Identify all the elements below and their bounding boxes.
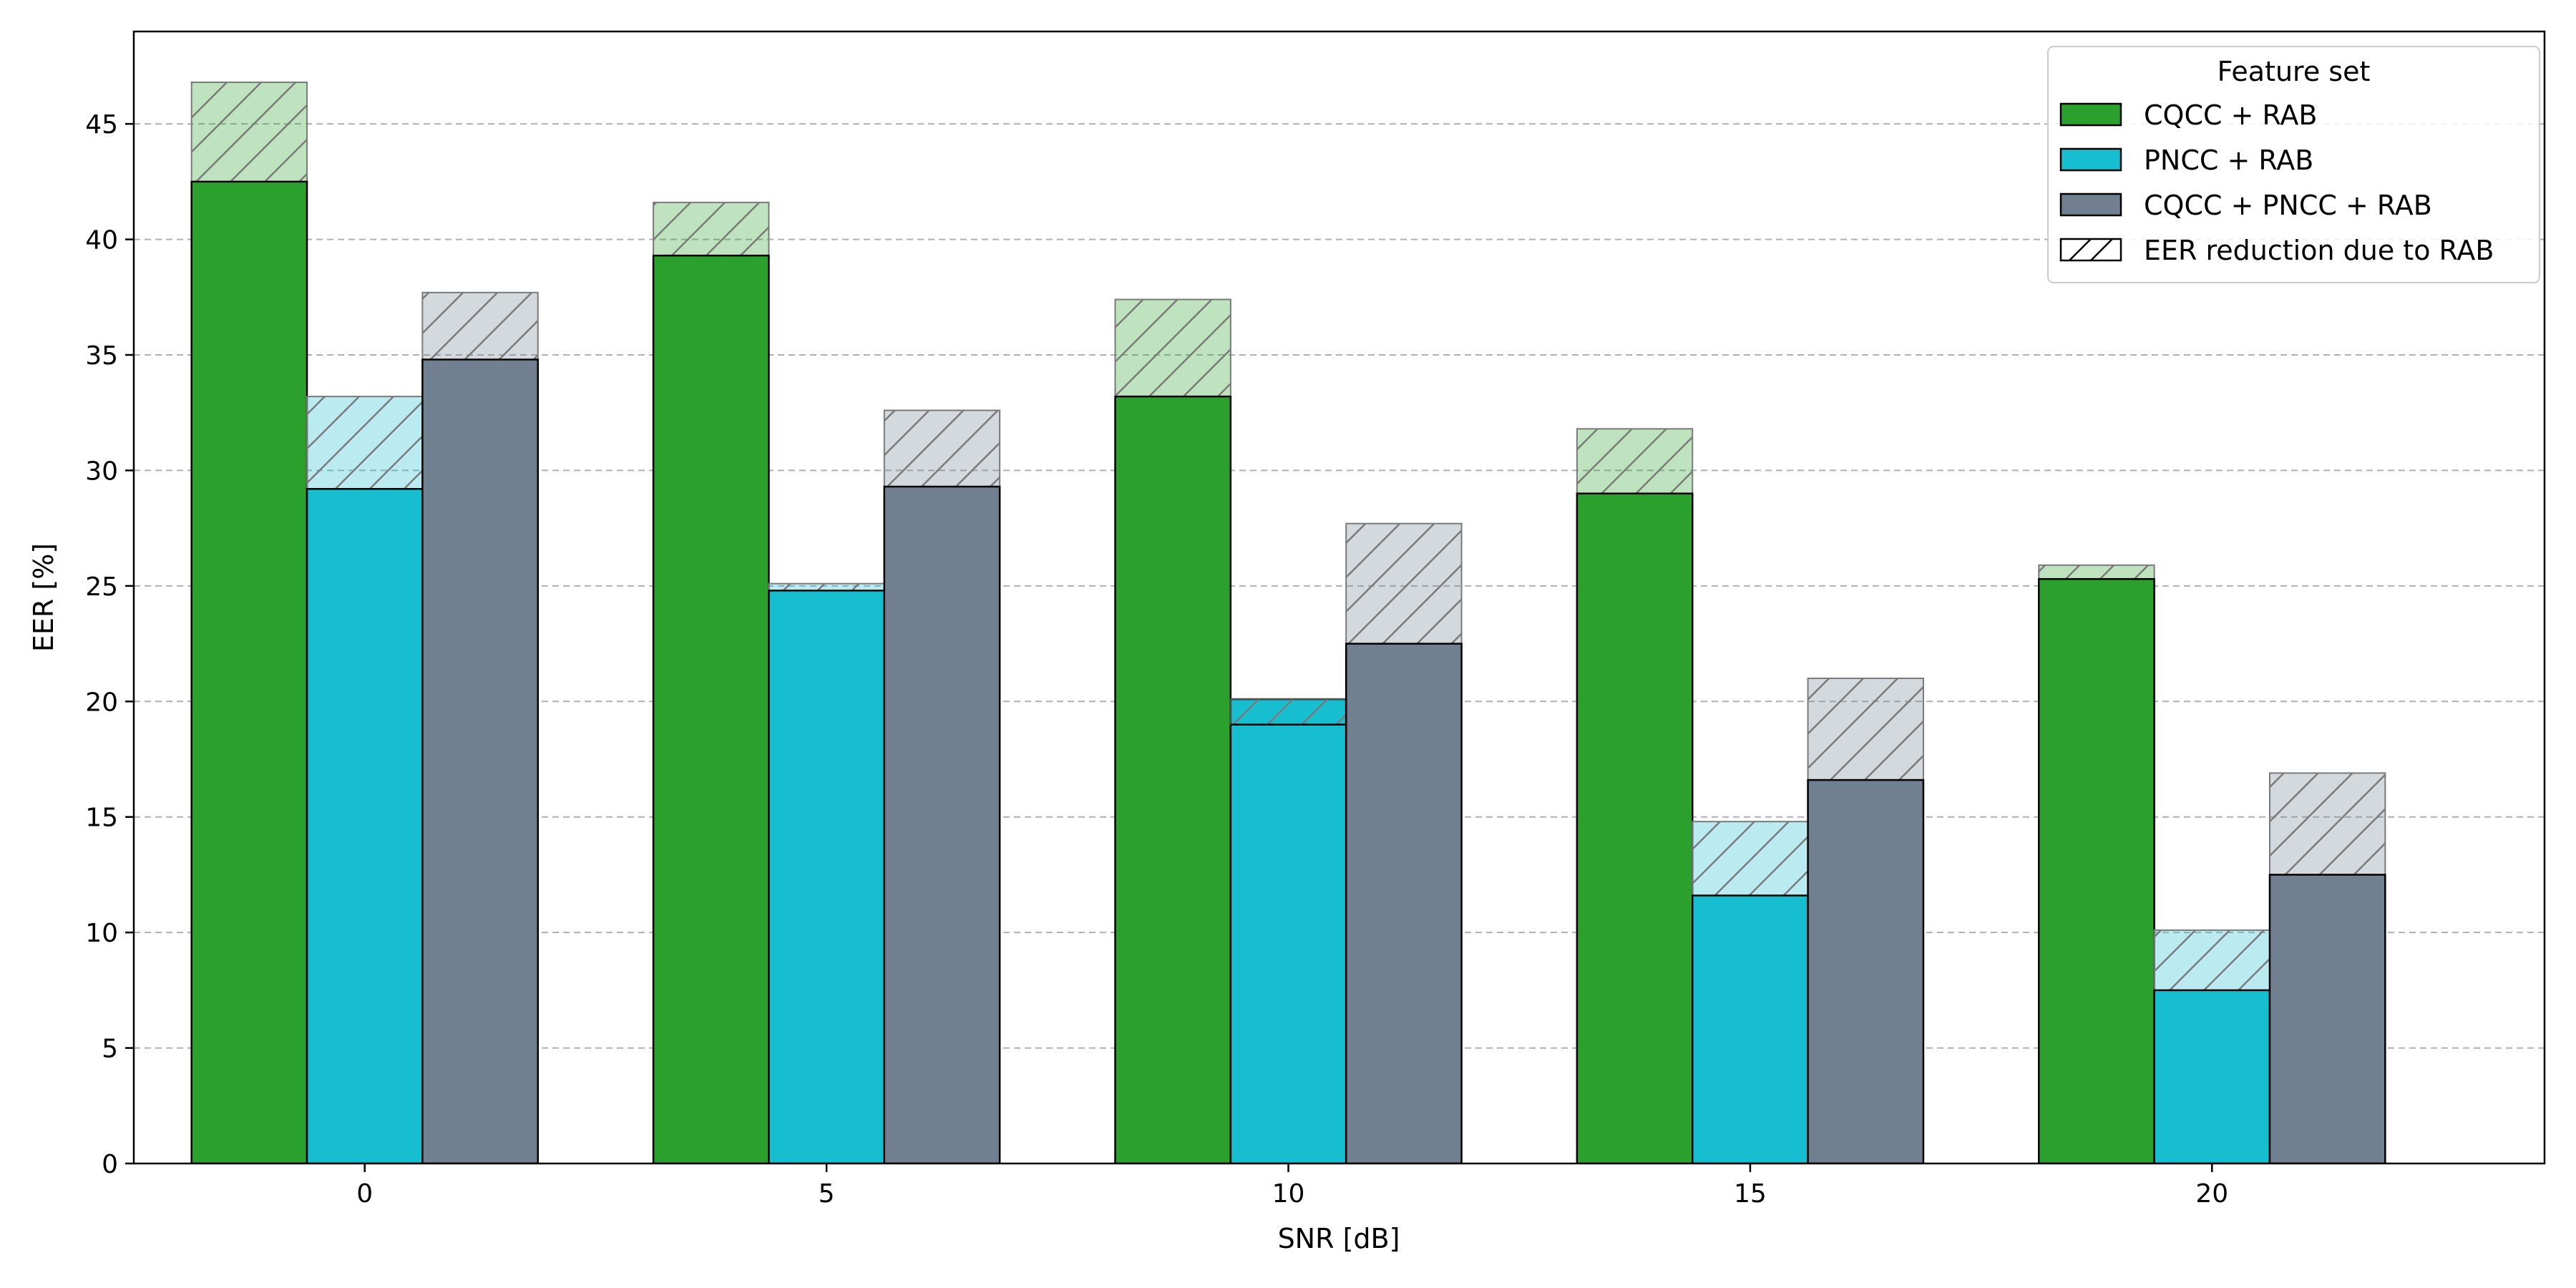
bar-cqcc-pncc-rab	[1807, 779, 1925, 1163]
legend-swatch	[2059, 102, 2122, 127]
y-tick-label: 25	[85, 572, 118, 602]
reduction-hatch-pncc-rab	[2154, 930, 2270, 990]
y-tick-label: 45	[85, 110, 118, 140]
x-axis-title: SNR [dB]	[1278, 1223, 1400, 1254]
bars	[190, 82, 2386, 1163]
reduction-hatch-cqcc-rab	[2039, 565, 2155, 580]
legend-label: CQCC + RAB	[2144, 99, 2317, 131]
y-tick-label: 30	[85, 457, 118, 486]
legend-label: PNCC + RAB	[2144, 145, 2313, 176]
bar-cqcc-rab	[652, 254, 770, 1163]
bar-pncc-rab	[1691, 894, 1809, 1163]
x-tick-label: 20	[2195, 1179, 2228, 1209]
y-tick-label: 0	[102, 1150, 118, 1179]
bar-pncc-rab	[2153, 989, 2271, 1163]
bar-pncc-rab	[768, 590, 886, 1163]
y-axis-title: EER [%]	[28, 543, 59, 652]
y-tick-label: 20	[85, 688, 118, 717]
bar-cqcc-rab	[190, 180, 308, 1163]
bar-cqcc-pncc-rab	[1345, 643, 1463, 1163]
legend-swatch	[2059, 238, 2122, 262]
x-tick-label: 10	[1272, 1179, 1305, 1209]
x-axis: 0 5 10 15 20	[356, 1163, 2228, 1209]
legend-hatch-mark	[2069, 238, 2113, 261]
reduction-hatch-cqcc-pncc-rab	[2269, 773, 2386, 875]
reduction-hatch-pncc-rab	[307, 396, 423, 489]
legend-swatch	[2059, 192, 2122, 217]
bar-cqcc-rab	[1576, 492, 1694, 1163]
y-tick-label: 5	[102, 1035, 118, 1064]
reduction-hatch-cqcc-rab	[1115, 299, 1231, 397]
reduction-hatch-cqcc-rab	[653, 202, 769, 256]
x-tick-label: 0	[356, 1179, 373, 1209]
legend-swatch	[2059, 147, 2122, 172]
reduction-hatch-pncc-rab	[1692, 821, 1808, 896]
bar-cqcc-rab	[2038, 577, 2155, 1163]
reduction-hatch-cqcc-pncc-rab	[1807, 678, 1923, 781]
y-tick-label: 10	[85, 919, 118, 948]
legend: Feature set CQCC + RAB PNCC + RAB CQCC + PN…	[2047, 46, 2540, 283]
bar-cqcc-pncc-rab	[421, 358, 539, 1163]
bar-pncc-rab	[1229, 698, 1347, 1163]
reduction-hatch-cqcc-rab	[1576, 429, 1693, 494]
reduction-hatch-cqcc-rab	[191, 82, 308, 182]
x-tick-label: 5	[819, 1179, 835, 1209]
y-tick-label: 40	[85, 226, 118, 255]
bar-cqcc-pncc-rab	[2268, 874, 2386, 1163]
reduction-hatch-pncc-rab	[1229, 698, 1347, 726]
legend-title: Feature set	[2218, 56, 2371, 87]
y-tick-label: 15	[85, 804, 118, 833]
legend-box	[2047, 46, 2540, 283]
plot-area-frame	[132, 30, 2546, 1165]
reduction-hatch-cqcc-pncc-rab	[884, 410, 1000, 487]
bar-pncc-rab	[306, 488, 424, 1163]
y-tick-label: 35	[85, 341, 118, 371]
reduction-hatch-cqcc-pncc-rab	[422, 292, 538, 360]
reduction-hatch-cqcc-pncc-rab	[1346, 523, 1462, 644]
y-axis: 0 5 10 15 20 25 30 35 40 45	[85, 110, 134, 1179]
legend-label: EER reduction due to RAB	[2144, 235, 2494, 266]
bar-cqcc-pncc-rab	[883, 485, 1001, 1163]
legend-label: CQCC + PNCC + RAB	[2144, 190, 2432, 221]
bar-cqcc-rab	[1114, 395, 1232, 1163]
x-tick-label: 15	[1734, 1179, 1767, 1209]
reduction-hatch-pncc-rab	[769, 583, 884, 591]
